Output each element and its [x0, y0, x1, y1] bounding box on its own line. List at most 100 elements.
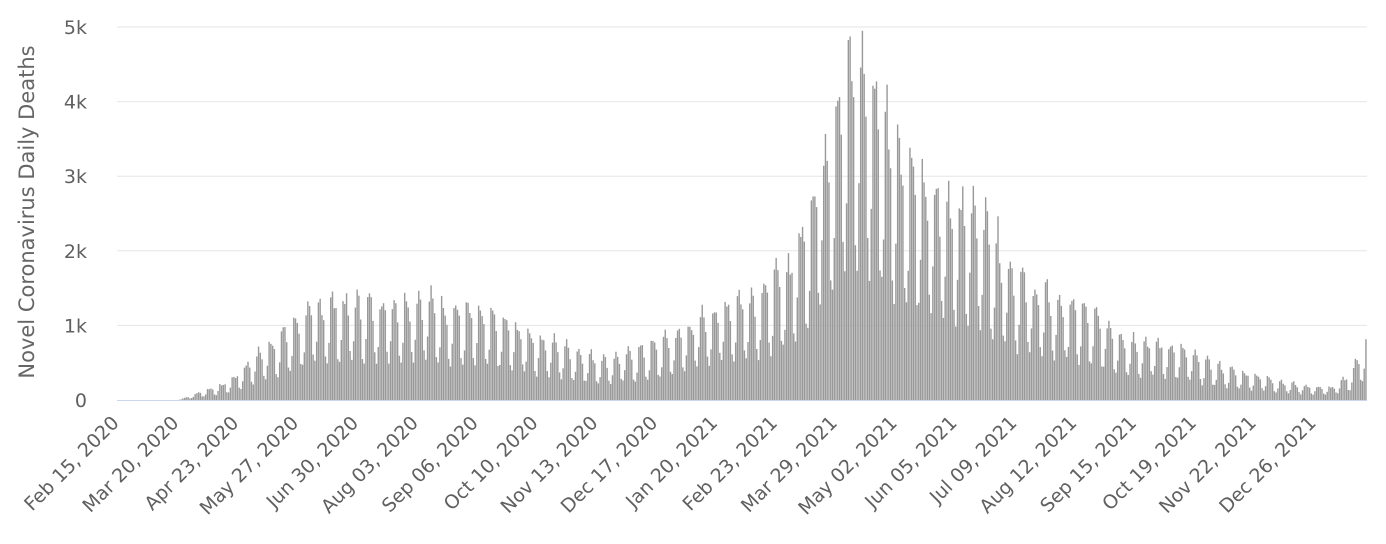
daily-death-bar	[921, 158, 923, 400]
daily-death-bar	[458, 315, 460, 400]
daily-death-bar	[481, 316, 483, 400]
daily-death-bar	[1080, 346, 1082, 400]
daily-death-bar	[627, 346, 629, 400]
daily-death-bar	[875, 81, 878, 400]
daily-death-bar	[331, 291, 334, 400]
daily-death-bar	[229, 387, 232, 400]
daily-death-bar	[278, 362, 281, 400]
daily-death-bar	[384, 310, 387, 400]
daily-death-bar	[928, 294, 931, 400]
daily-death-bar	[958, 208, 960, 400]
daily-death-bar	[942, 317, 945, 400]
daily-death-bar	[1057, 299, 1059, 400]
daily-death-bar	[326, 363, 328, 400]
daily-death-bar	[493, 314, 496, 400]
daily-death-bar	[828, 182, 830, 400]
daily-death-bar	[909, 147, 911, 400]
daily-death-bar	[733, 361, 735, 400]
daily-death-bar	[1111, 338, 1114, 400]
daily-death-bar	[1120, 333, 1122, 400]
daily-death-bar	[379, 309, 381, 400]
daily-death-bar	[403, 292, 406, 400]
daily-death-bar	[1153, 365, 1156, 400]
daily-death-bar	[824, 133, 827, 401]
daily-death-bar	[305, 315, 307, 400]
daily-death-bar	[916, 305, 918, 400]
daily-death-bar	[414, 339, 416, 400]
daily-death-bar	[1234, 375, 1237, 400]
daily-death-bar	[678, 328, 681, 400]
daily-death-bar	[1021, 267, 1024, 400]
daily-death-bar	[974, 205, 976, 400]
daily-death-bar	[1074, 310, 1077, 400]
daily-death-bar	[1338, 388, 1341, 400]
daily-death-bar	[393, 300, 395, 400]
daily-death-bar	[296, 322, 298, 400]
daily-death-bar	[918, 302, 920, 400]
daily-death-bar	[662, 336, 665, 400]
daily-death-bar	[659, 376, 661, 400]
daily-death-bar	[462, 364, 464, 400]
daily-death-bar	[1250, 390, 1253, 400]
daily-death-bar	[1310, 393, 1313, 400]
daily-death-bar	[476, 343, 478, 400]
daily-death-bar	[289, 370, 291, 400]
daily-death-bar	[713, 312, 716, 400]
daily-death-bar	[666, 338, 668, 400]
daily-death-bar	[911, 157, 913, 400]
daily-death-bar	[525, 361, 527, 400]
daily-death-bar	[523, 371, 526, 400]
daily-death-bar	[676, 330, 679, 400]
daily-death-bar	[581, 363, 584, 400]
daily-death-bar	[743, 350, 746, 400]
daily-death-bar	[504, 319, 506, 400]
daily-death-bar	[692, 334, 695, 400]
daily-death-bar	[1342, 376, 1344, 400]
daily-death-bar	[1092, 346, 1094, 400]
daily-death-bar	[275, 374, 277, 400]
daily-death-bar	[1203, 378, 1205, 400]
daily-death-bar	[528, 333, 531, 400]
daily-death-bar	[1264, 386, 1267, 400]
daily-death-bar	[564, 346, 566, 400]
daily-death-bar	[705, 331, 707, 400]
daily-death-bar	[342, 301, 344, 400]
daily-death-bar	[340, 339, 342, 400]
daily-death-bar	[479, 310, 482, 400]
daily-death-bar	[1233, 369, 1235, 400]
daily-death-bar	[1308, 387, 1311, 400]
daily-death-bar	[256, 356, 258, 400]
daily-death-bar	[1094, 308, 1096, 400]
daily-death-bar	[1117, 360, 1119, 400]
daily-death-bar	[1213, 384, 1216, 400]
daily-death-bar	[396, 322, 399, 400]
daily-death-bar	[1240, 384, 1242, 400]
daily-death-bar	[808, 290, 811, 400]
daily-death-bar	[1187, 376, 1189, 400]
daily-death-bar	[636, 372, 638, 400]
daily-death-bar	[837, 100, 839, 401]
daily-death-bar	[474, 365, 476, 400]
daily-death-bar	[352, 341, 355, 400]
daily-death-bar	[905, 302, 908, 400]
daily-death-bar	[534, 370, 536, 400]
daily-death-bar	[1314, 391, 1316, 400]
daily-death-bar	[592, 360, 594, 400]
daily-death-bar	[368, 293, 371, 400]
daily-death-bar	[608, 380, 610, 400]
daily-death-bar	[192, 396, 195, 400]
daily-death-bar	[1101, 366, 1103, 400]
daily-death-bar	[786, 272, 788, 400]
bars	[178, 30, 1367, 401]
daily-death-bar	[1222, 373, 1225, 400]
daily-death-bar	[268, 341, 270, 400]
daily-death-bar	[602, 354, 605, 400]
daily-death-bar	[286, 342, 288, 400]
daily-death-bar	[1277, 388, 1279, 400]
daily-death-bar	[1069, 304, 1071, 400]
daily-death-bar	[671, 374, 673, 400]
daily-death-bar	[951, 229, 953, 400]
daily-death-bar	[1095, 307, 1098, 400]
daily-death-bar	[1340, 380, 1342, 400]
daily-death-bar	[874, 88, 876, 400]
